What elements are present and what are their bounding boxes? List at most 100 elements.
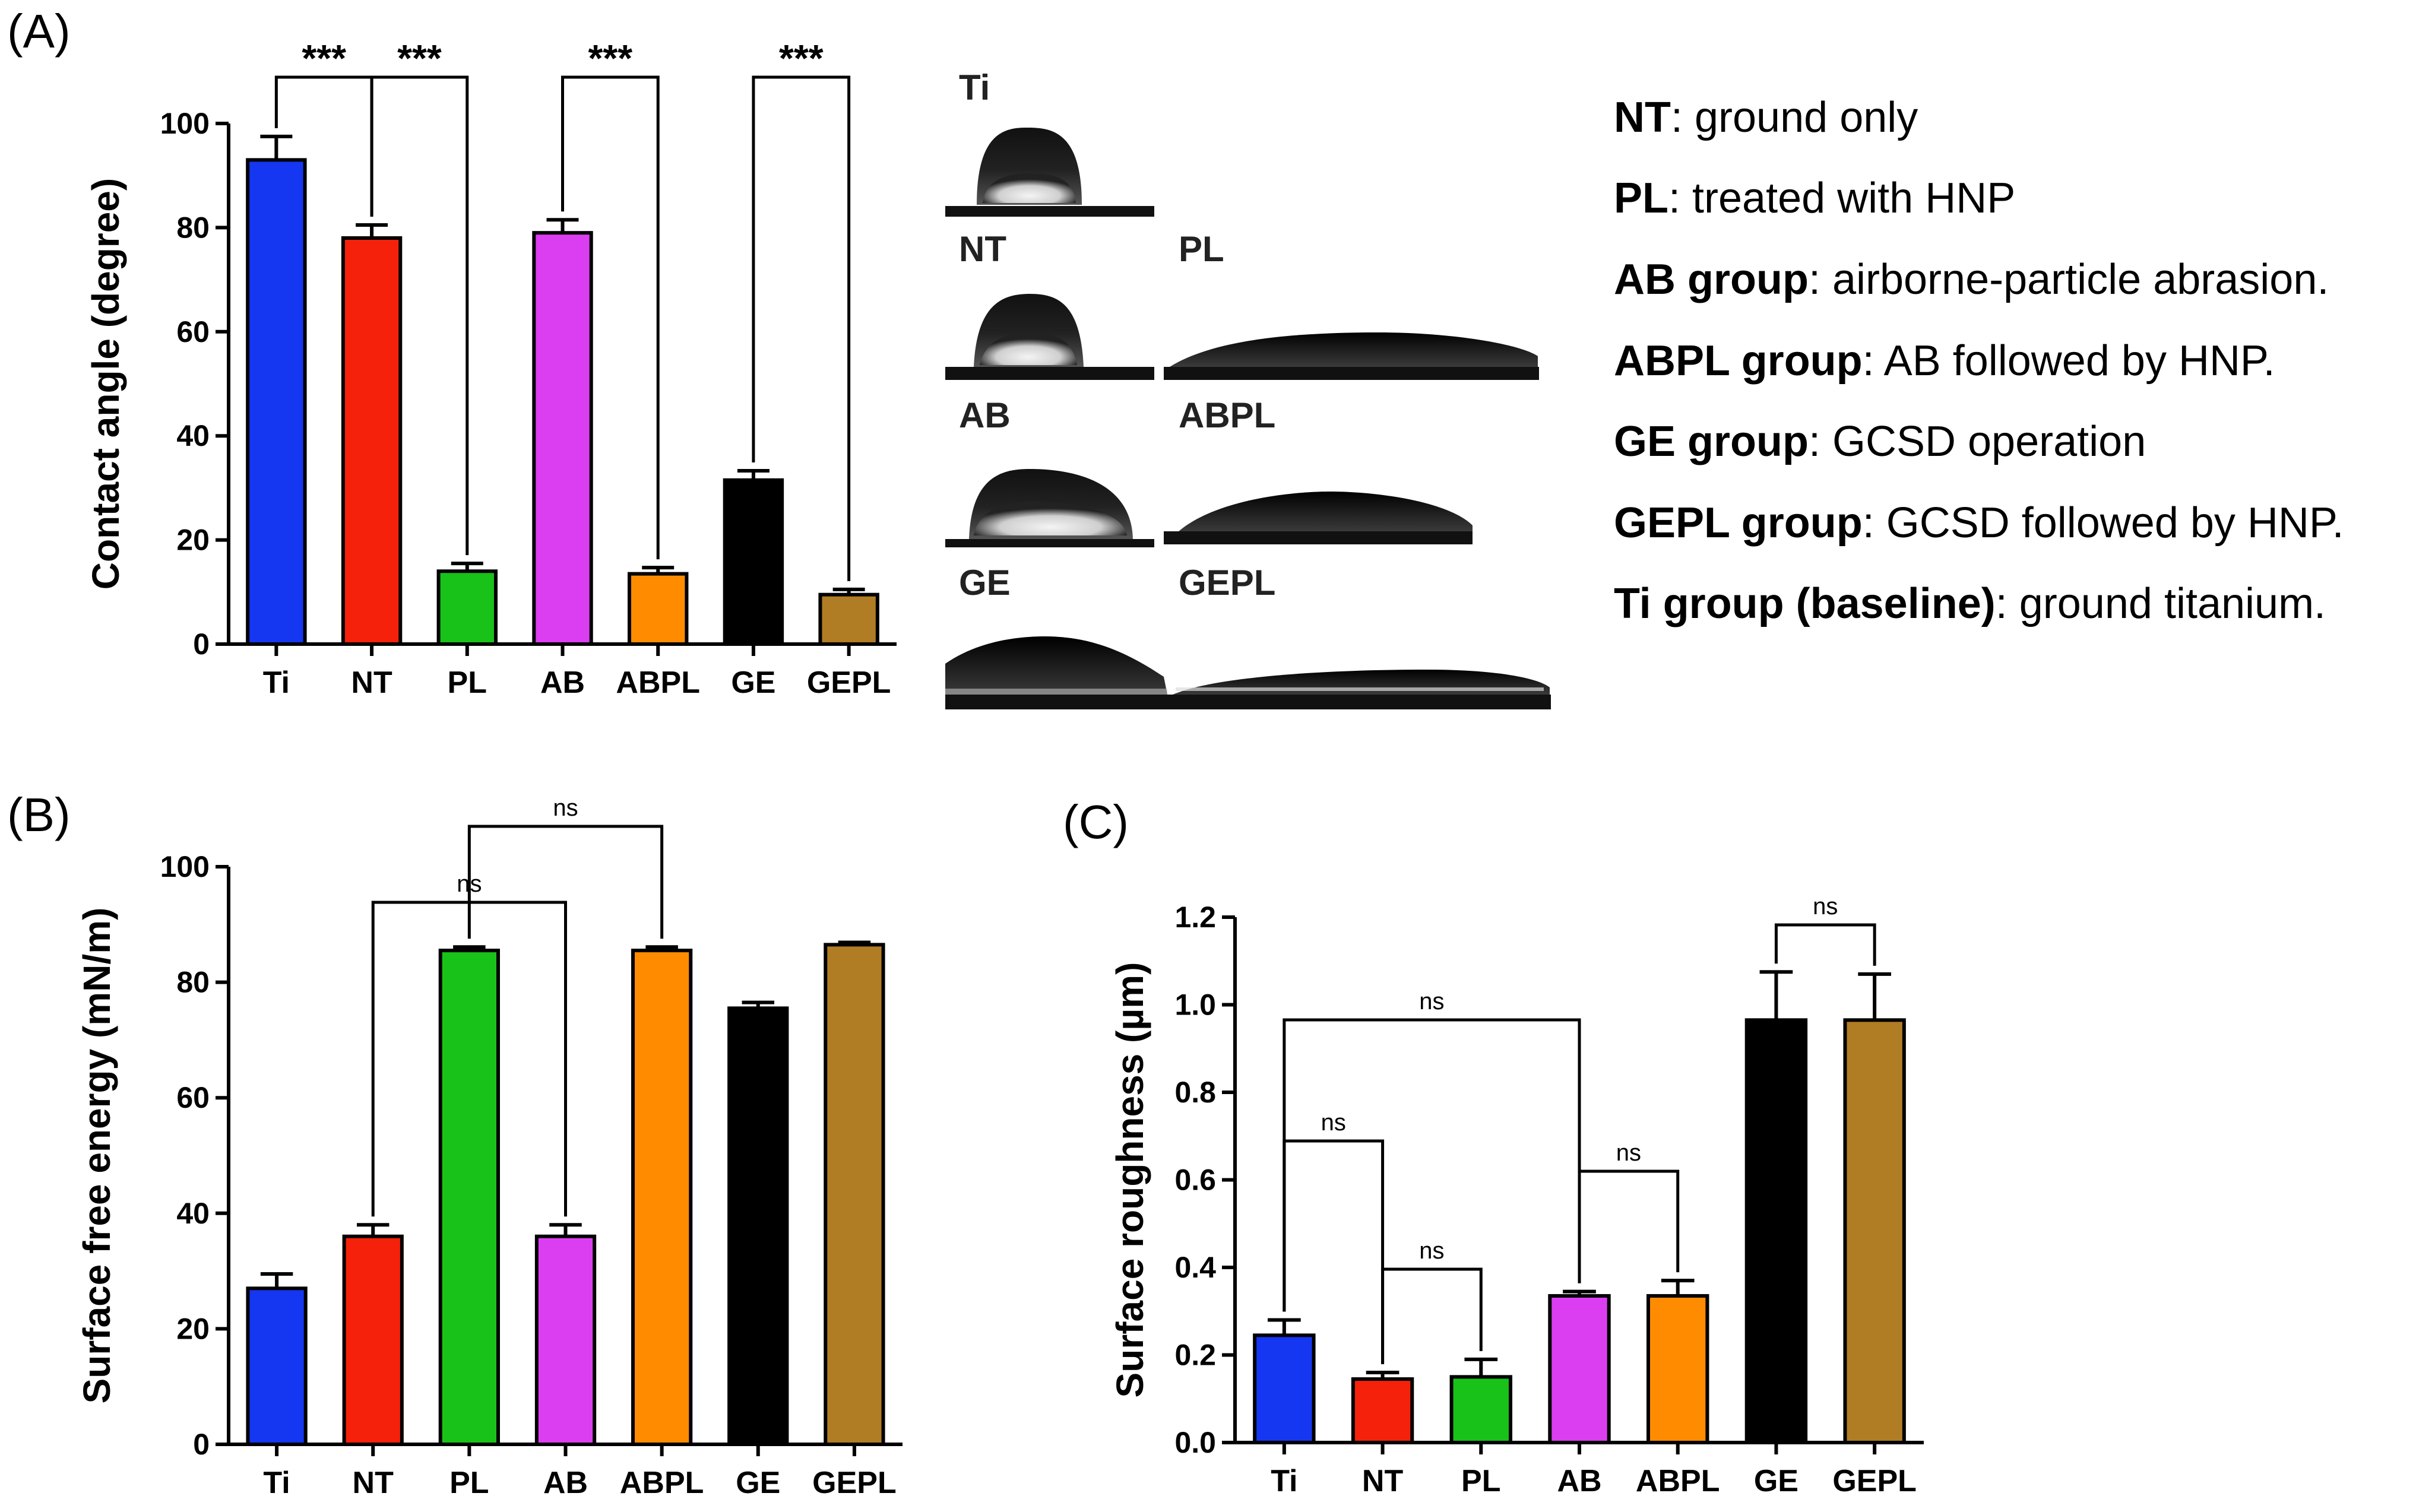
droplet-image-gepl bbox=[1164, 670, 1551, 709]
x-tick-label: ABPL bbox=[616, 665, 700, 700]
panel-letter-a: (A) bbox=[7, 5, 71, 58]
significance-label: ns bbox=[1419, 1238, 1444, 1264]
chart-surface-roughness: 0.0 0.2 0.4 0.6 0.8 1.0 1.2 Surface roughness (… bbox=[1109, 893, 1924, 1498]
significance-bracket bbox=[1381, 1267, 1483, 1364]
x-tick-label: Ti bbox=[263, 665, 290, 700]
legend-item-ti: Ti group (baseline): ground titanium. bbox=[1614, 580, 2326, 627]
droplet-image-pl bbox=[1164, 332, 1539, 380]
y-tick-label: 20 bbox=[176, 1312, 210, 1345]
y-tick-label: 60 bbox=[176, 1081, 210, 1114]
y-tick-label: 0.8 bbox=[1174, 1076, 1216, 1109]
panel-letter-c: (C) bbox=[1063, 795, 1129, 848]
x-tick-label: GE bbox=[736, 1466, 780, 1500]
bar-ti bbox=[1253, 1333, 1316, 1444]
y-tick-label: 1.0 bbox=[1174, 988, 1216, 1022]
droplet-label-ge: GE bbox=[959, 563, 1011, 603]
droplet-label-pl: PL bbox=[1179, 229, 1224, 269]
bar-abpl bbox=[1646, 1294, 1709, 1444]
droplet-label-gepl: GEPL bbox=[1179, 563, 1275, 603]
x-tick-label: NT bbox=[351, 665, 392, 700]
y-tick-label: 0.4 bbox=[1174, 1251, 1216, 1284]
legend-item-abpl: ABPL group: AB followed by HNP. bbox=[1614, 337, 2275, 385]
x-tick-label: PL bbox=[448, 665, 487, 700]
droplet-image-ab bbox=[945, 469, 1154, 547]
bar-gepl bbox=[1843, 1018, 1906, 1444]
y-axis-label: Surface roughness (µm) bbox=[1109, 962, 1151, 1398]
significance-label: *** bbox=[779, 37, 824, 80]
bar-nt bbox=[341, 236, 403, 646]
x-tick-label: AB bbox=[540, 665, 585, 700]
chart-surface-free-energy: 0 20 40 60 80 100 Surface free energy (mN/m) Ti… bbox=[75, 795, 903, 1500]
bar-nt bbox=[1351, 1377, 1414, 1444]
significance-label: *** bbox=[397, 37, 442, 80]
y-tick-label: 0.2 bbox=[1174, 1339, 1216, 1372]
bar-ab bbox=[1548, 1294, 1611, 1444]
group-legend: NT: ground only PL: treated with HNP AB … bbox=[1614, 94, 2344, 627]
x-tick-label: Ti bbox=[263, 1466, 290, 1500]
bar-ti bbox=[246, 1286, 308, 1447]
legend-item-nt: NT: ground only bbox=[1614, 94, 1918, 141]
y-tick-label: 40 bbox=[176, 1197, 210, 1230]
significance-bracket bbox=[1283, 1139, 1385, 1364]
significance-label: ns bbox=[1321, 1110, 1346, 1136]
y-axis-label: Contact angle (degree) bbox=[84, 178, 127, 589]
droplet-image-nt bbox=[945, 294, 1154, 380]
significance-label: ns bbox=[553, 795, 578, 821]
significance-bracket bbox=[467, 825, 664, 939]
y-axis-label: Surface free energy (mN/m) bbox=[75, 908, 118, 1404]
y-tick-label: 20 bbox=[176, 524, 210, 557]
x-tick-label: GEPL bbox=[807, 665, 891, 700]
significance-bracket bbox=[1774, 923, 1876, 966]
y-tick-label: 80 bbox=[176, 966, 210, 999]
x-tick-label: GEPL bbox=[812, 1466, 897, 1500]
y-tick-label: 0 bbox=[193, 1428, 210, 1461]
x-tick-label: ABPL bbox=[1636, 1464, 1720, 1498]
y-tick-label: 0.0 bbox=[1174, 1426, 1216, 1459]
x-tick-label: GE bbox=[731, 665, 775, 700]
significance-label: ns bbox=[1616, 1140, 1641, 1166]
panel-letter-b: (B) bbox=[7, 788, 71, 841]
chart-contact-angle: 0 20 40 60 80 100 Contact angle (degree) Ti NT PL… bbox=[84, 37, 897, 700]
bar-pl bbox=[438, 949, 501, 1446]
significance-label: *** bbox=[302, 37, 346, 80]
droplet-label-abpl: ABPL bbox=[1179, 395, 1275, 435]
bar-abpl bbox=[628, 572, 689, 646]
x-tick-label: PL bbox=[449, 1466, 489, 1500]
y-tick-label: 1.2 bbox=[1174, 901, 1216, 934]
bar-ge bbox=[727, 1006, 789, 1446]
bar-gepl bbox=[818, 592, 879, 646]
bar-ab bbox=[534, 1234, 597, 1446]
x-tick-label: NT bbox=[1362, 1464, 1404, 1498]
bar-nt bbox=[342, 1234, 404, 1446]
bar-ge bbox=[1744, 1018, 1808, 1444]
legend-item-gepl: GEPL group: GCSD followed by HNP. bbox=[1614, 499, 2344, 547]
x-tick-label: Ti bbox=[1271, 1464, 1297, 1498]
bar-ab bbox=[532, 231, 593, 646]
x-tick-label: AB bbox=[543, 1466, 588, 1500]
x-tick-label: ABPL bbox=[620, 1466, 704, 1500]
y-tick-label: 60 bbox=[176, 315, 210, 348]
y-tick-label: 100 bbox=[160, 107, 210, 140]
bar-abpl bbox=[631, 949, 693, 1446]
legend-item-ab: AB group: airborne-particle abrasion. bbox=[1614, 256, 2329, 303]
droplet-label-ab: AB bbox=[959, 395, 1011, 435]
y-tick-label: 80 bbox=[176, 211, 210, 244]
x-tick-label: PL bbox=[1461, 1464, 1500, 1498]
droplet-label-nt: NT bbox=[959, 229, 1006, 269]
droplet-image-ge bbox=[945, 636, 1167, 709]
x-tick-label: GEPL bbox=[1832, 1464, 1917, 1498]
droplet-image-ti bbox=[945, 128, 1154, 217]
droplet-images: Ti NT PL AB ABPL GE bbox=[945, 68, 1551, 709]
significance-bracket bbox=[561, 75, 660, 560]
bar-pl bbox=[436, 569, 498, 646]
x-tick-label: NT bbox=[353, 1466, 394, 1500]
bar-pl bbox=[1449, 1375, 1513, 1444]
droplet-label-ti: Ti bbox=[959, 68, 990, 107]
x-tick-label: GE bbox=[1754, 1464, 1798, 1498]
y-tick-label: 100 bbox=[160, 850, 210, 883]
significance-label: ns bbox=[1813, 893, 1838, 920]
significance-bracket bbox=[1578, 1169, 1680, 1283]
bar-gepl bbox=[824, 943, 885, 1446]
legend-item-ge: GE group: GCSD operation bbox=[1614, 418, 2146, 465]
